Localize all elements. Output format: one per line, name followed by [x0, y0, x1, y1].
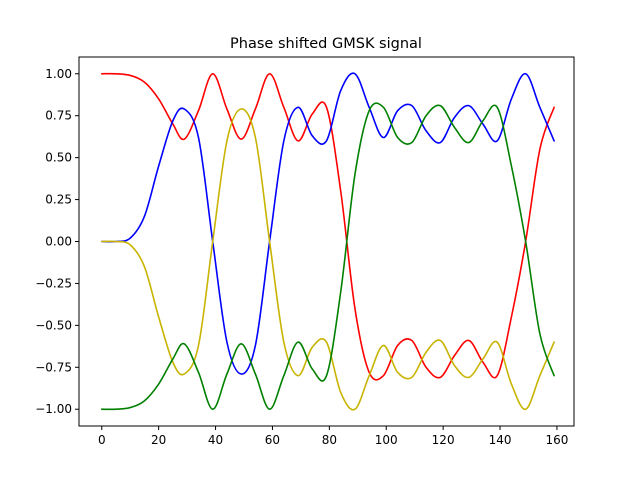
x-tick-label: 100: [375, 433, 398, 447]
series-line-4: [100, 102, 555, 411]
y-tick-label: 1.00: [45, 67, 72, 81]
x-tick-label: 120: [432, 433, 455, 447]
chart-title: Phase shifted GMSK signal: [230, 36, 422, 52]
x-tick-label: 20: [151, 433, 166, 447]
y-tick-label: 0.50: [45, 151, 72, 165]
y-tick-label: −0.25: [35, 276, 72, 290]
y-tick-label: −1.00: [35, 402, 72, 416]
x-tick-label: 0: [98, 433, 106, 447]
series-layer: [100, 72, 555, 411]
y-tick-label: 0.00: [45, 235, 72, 249]
x-tick-label: 140: [489, 433, 512, 447]
x-tick-label: 40: [208, 433, 223, 447]
y-tick-label: 0.25: [45, 193, 72, 207]
y-tick-label: −0.50: [35, 318, 72, 332]
axes-layer: 0 20 40 60 80 100 120 140 160 −1.00 −0.75 −0.50 −0.2…: [35, 56, 575, 447]
series-line-1: [100, 72, 555, 381]
x-tick-label: 80: [322, 433, 337, 447]
y-tick-label: 0.75: [45, 109, 72, 123]
x-tick-label: 60: [265, 433, 280, 447]
x-tick-label: 160: [545, 433, 568, 447]
series-line-3: [100, 108, 555, 411]
y-tick-label: −0.75: [35, 360, 72, 374]
series-line-2: [100, 72, 555, 375]
